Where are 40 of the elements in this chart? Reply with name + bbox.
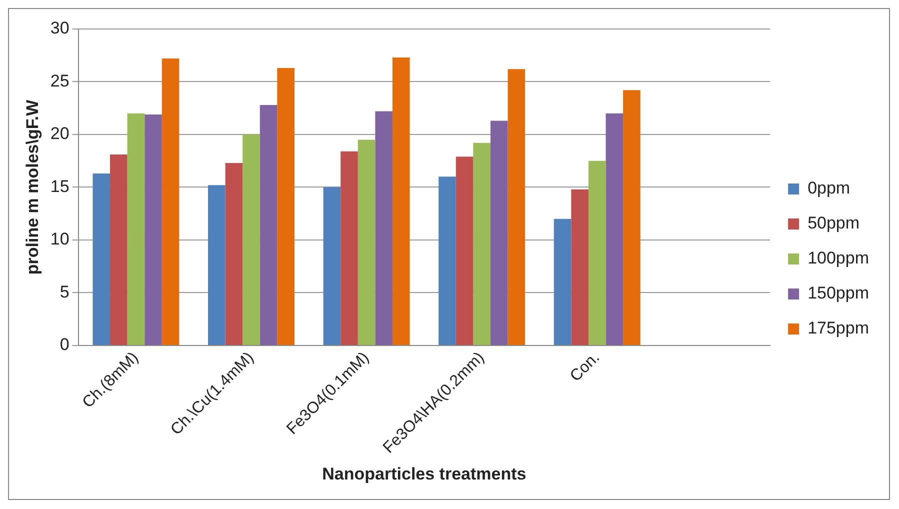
bar	[92, 174, 110, 345]
legend-label: 150ppm	[808, 284, 870, 303]
bar	[571, 189, 588, 345]
bar	[277, 68, 294, 345]
bar	[340, 151, 358, 345]
y-tick-label: 20	[50, 124, 70, 144]
bar	[375, 111, 392, 345]
bar	[260, 104, 278, 345]
bar	[162, 58, 180, 345]
y-tick-label: 5	[60, 282, 70, 302]
bar	[623, 90, 640, 345]
y-axis-title: proline m moles\gF.W	[22, 98, 42, 275]
bar	[208, 185, 226, 345]
bar	[358, 140, 376, 345]
bar	[456, 156, 474, 345]
bar	[144, 114, 162, 345]
bar	[225, 162, 243, 345]
x-axis-title: Nanoparticles treatments	[322, 464, 526, 484]
bar	[508, 69, 526, 345]
bar	[490, 120, 508, 345]
y-tick-label: 10	[50, 230, 70, 249]
bar	[438, 176, 456, 345]
bar	[606, 113, 624, 345]
bar	[392, 57, 410, 345]
bar	[110, 154, 128, 345]
y-tick-label: 25	[50, 71, 70, 90]
legend-label: 175ppm	[808, 318, 870, 338]
legend-label: 0ppm	[808, 178, 850, 198]
bar	[588, 160, 606, 345]
bar	[242, 134, 260, 345]
y-tick-label: 0	[60, 335, 70, 354]
bar	[554, 218, 572, 345]
bar	[323, 187, 341, 345]
legend-label: 100ppm	[808, 248, 870, 268]
y-tick-label: 15	[50, 176, 70, 196]
bar	[473, 142, 490, 345]
y-tick-label: 30	[50, 18, 70, 38]
legend-label: 50ppm	[808, 214, 860, 233]
x-tick-label: Con.	[567, 349, 604, 386]
bar	[127, 113, 145, 345]
